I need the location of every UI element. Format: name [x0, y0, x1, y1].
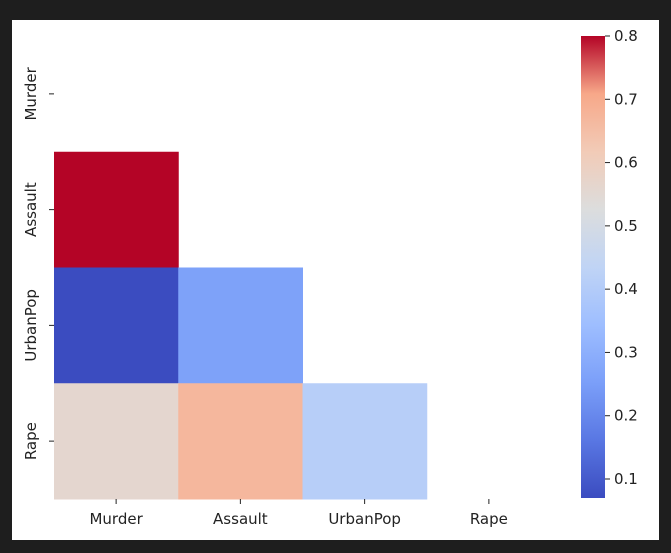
colorbar-tick-label: 0.5 — [614, 217, 638, 235]
cell-rape-murder — [54, 383, 179, 500]
cell-urbanpop-assault — [178, 267, 303, 384]
heatmap-chart: Murder Assault UrbanPop Rape Murder Assault U… — [22, 27, 638, 528]
colorbar-tick-label: 0.8 — [614, 27, 638, 45]
cell-rape-urbanpop — [302, 383, 428, 500]
cell-assault-murder — [54, 151, 179, 268]
cell-urbanpop-murder — [54, 267, 179, 384]
colorbar-tick-label: 0.3 — [614, 343, 638, 361]
y-tick-label-murder: Murder — [22, 66, 40, 120]
x-tick-label-urbanpop: UrbanPop — [328, 510, 401, 528]
colorbar-tick-label: 0.4 — [614, 280, 638, 298]
colorbar-gradient — [581, 36, 605, 498]
chart-frame: Murder Assault UrbanPop Rape Murder Assault U… — [12, 20, 659, 540]
heatmap-cells — [54, 151, 428, 500]
x-axis: Murder Assault UrbanPop Rape — [89, 499, 508, 528]
y-axis: Murder Assault UrbanPop Rape — [22, 66, 54, 460]
colorbar-tick-label: 0.7 — [614, 90, 638, 108]
colorbar-tick-label: 0.2 — [614, 407, 638, 425]
y-tick-label-assault: Assault — [22, 182, 40, 237]
colorbar: 0.1 0.2 0.3 0.4 0.5 0.6 0.7 0.8 — [581, 27, 638, 498]
colorbar-tick-label: 0.1 — [614, 470, 638, 488]
cell-rape-assault — [178, 383, 303, 500]
x-tick-label-assault: Assault — [213, 510, 268, 528]
colorbar-tick-label: 0.6 — [614, 154, 638, 172]
y-tick-label-rape: Rape — [22, 422, 40, 460]
x-tick-label-murder: Murder — [89, 510, 143, 528]
x-tick-label-rape: Rape — [470, 510, 508, 528]
y-tick-label-urbanpop: UrbanPop — [22, 289, 40, 362]
